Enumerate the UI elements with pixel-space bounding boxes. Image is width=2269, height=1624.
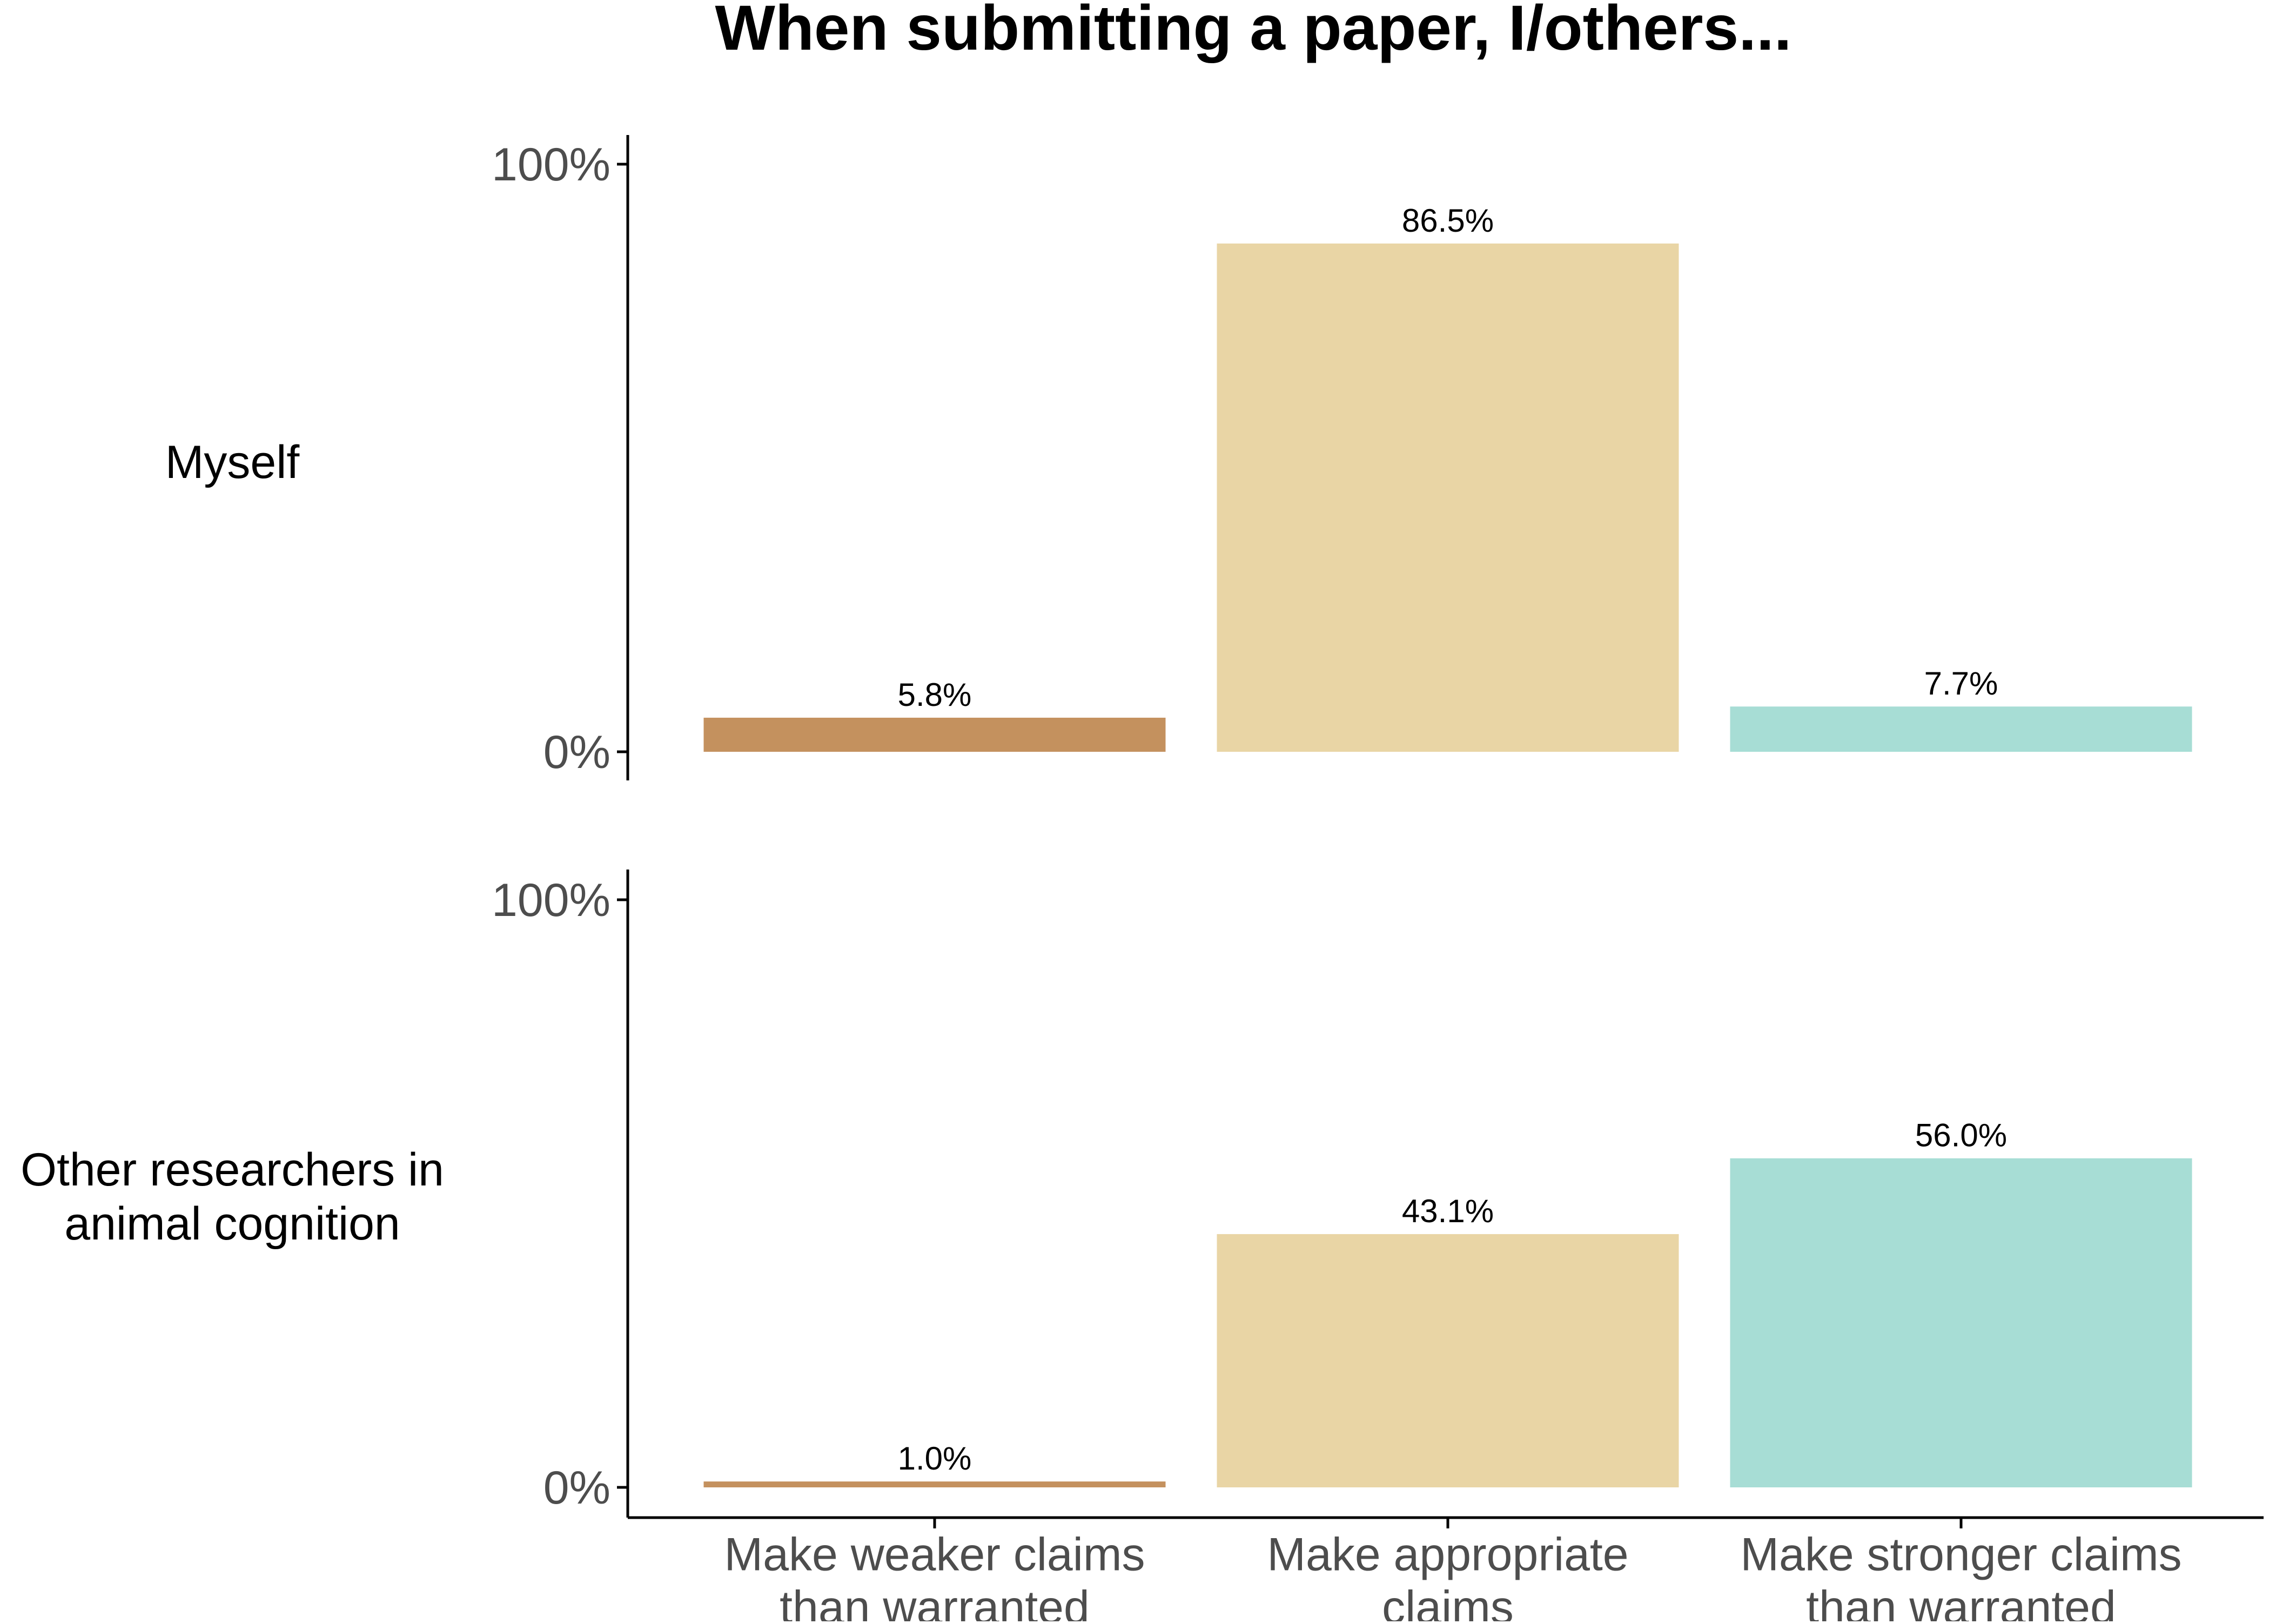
data-label: 43.1% (1402, 1193, 1494, 1229)
y-tick-label: 0% (543, 1462, 610, 1514)
x-tick-label: Make weaker claims than warranted (724, 1528, 1145, 1621)
data-label: 1.0% (898, 1440, 972, 1477)
bar (1730, 1158, 2192, 1487)
bar (703, 1481, 1166, 1487)
y-tick-label: 100% (492, 874, 610, 926)
bar (1217, 243, 1679, 752)
x-tick-label: Make appropriate claims (1267, 1528, 1628, 1621)
bar (1217, 1234, 1679, 1487)
panel-label: Other researchers in animal cognition (21, 1144, 444, 1250)
y-tick-label: 100% (492, 139, 610, 191)
y-tick-label: 0% (543, 726, 610, 778)
bar (1730, 706, 2192, 752)
x-tick-label: Make stronger claims than warranted (1740, 1528, 2181, 1621)
data-label: 86.5% (1402, 203, 1494, 239)
chart-title: When submitting a paper, I/others... (715, 0, 1791, 64)
data-label: 56.0% (1915, 1117, 2007, 1154)
panel-label: Myself (165, 436, 300, 488)
data-label: 5.8% (898, 677, 972, 713)
bar (703, 717, 1166, 752)
data-label: 7.7% (1924, 665, 1998, 702)
